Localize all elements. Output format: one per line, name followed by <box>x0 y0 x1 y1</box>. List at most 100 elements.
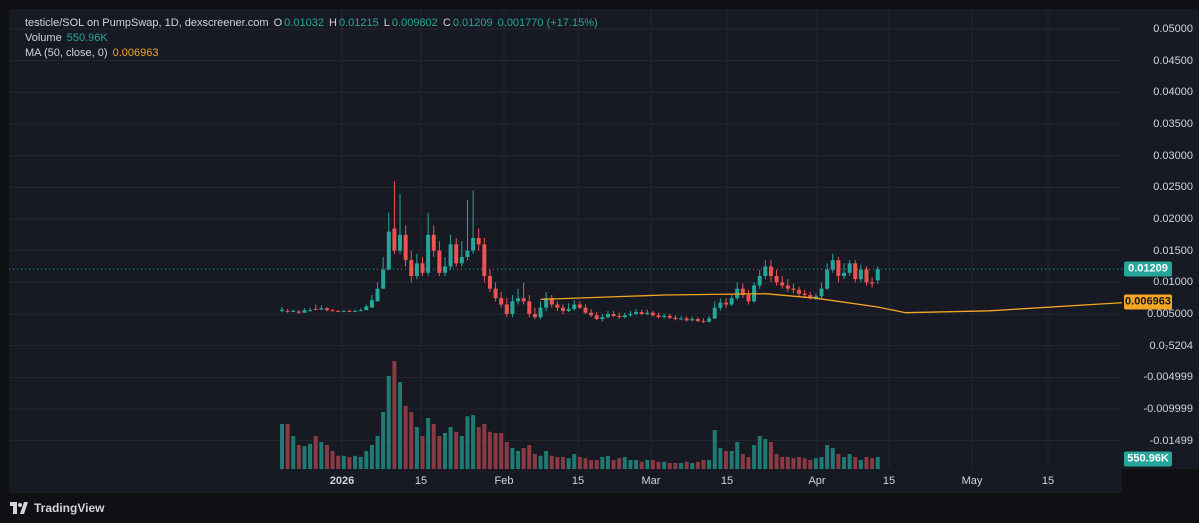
volume-bar <box>566 458 571 469</box>
candle <box>302 308 307 313</box>
volume-bar <box>819 457 824 469</box>
candle <box>667 314 672 320</box>
candle <box>448 234 453 270</box>
volume-bar <box>527 445 532 469</box>
x-tick-label: 15 <box>571 475 585 487</box>
y-tick-label: 0.005000 <box>1147 308 1193 320</box>
legend-change: 0.001770 (+17.15%) <box>497 17 598 29</box>
legend-low-label: L <box>383 17 390 29</box>
legend-high-label: H <box>329 17 337 29</box>
candle <box>291 309 296 313</box>
volume-bar <box>308 443 313 469</box>
candle <box>532 307 537 320</box>
volume-bar <box>847 454 852 469</box>
candle <box>527 295 532 318</box>
volume-bar <box>381 412 386 469</box>
candle <box>707 315 712 323</box>
volume-bar <box>813 458 818 469</box>
volume-bar <box>662 461 667 469</box>
volume-bar <box>718 448 723 469</box>
volume-bar <box>645 460 650 469</box>
candle <box>358 308 363 312</box>
candle <box>684 316 689 322</box>
y-tick-label: 0.03000 <box>1153 149 1193 162</box>
volume-bar <box>538 455 543 469</box>
candle <box>555 301 560 311</box>
volume-bar <box>549 455 554 469</box>
candle <box>409 250 414 283</box>
candle <box>386 212 391 270</box>
plot-area[interactable]: testicle/SOL on PumpSwap, 1D, dexscreene… <box>9 9 1122 469</box>
volume-bar <box>780 457 785 469</box>
x-tick-label: 15 <box>1041 475 1055 487</box>
candle <box>544 291 549 311</box>
volume-bar <box>459 436 464 469</box>
volume-bar <box>369 445 374 469</box>
candle <box>285 308 290 313</box>
volume-bar <box>746 457 751 469</box>
volume-bar <box>695 461 700 469</box>
legend-volume-value: 550.96K <box>66 32 108 44</box>
volume-bar <box>353 455 358 469</box>
candle <box>870 277 875 288</box>
candle <box>600 314 605 322</box>
volume-bar <box>403 406 408 469</box>
volume-bar <box>735 442 740 469</box>
candle <box>577 301 582 309</box>
volume-bar <box>589 460 594 469</box>
volume-bar <box>392 361 397 469</box>
candle <box>858 264 863 283</box>
candle <box>347 309 352 313</box>
candle <box>701 318 706 323</box>
volume-bar <box>802 458 807 469</box>
candle <box>561 304 565 314</box>
time-axis[interactable]: 2026 15 Feb 15 Mar 15 Apr 15 May 15 <box>9 469 1122 493</box>
candle <box>589 308 594 318</box>
candle <box>813 293 818 301</box>
tradingview-wordmark: TradingView <box>34 501 105 515</box>
legend-high: 0.01215 <box>338 17 379 29</box>
candle <box>471 190 476 254</box>
candle <box>836 257 841 283</box>
volume-bar <box>386 376 391 469</box>
candle <box>353 309 358 313</box>
candle <box>499 291 504 308</box>
volume-bar <box>825 445 830 469</box>
volume-bar <box>656 461 661 469</box>
volume-bar <box>639 461 644 469</box>
volume-bar <box>768 442 773 469</box>
candle <box>308 307 313 312</box>
y-tick-label: -0.009999 <box>1143 403 1193 415</box>
candle <box>650 310 655 317</box>
y-tick-label: 0.03500 <box>1153 118 1193 130</box>
volume-bar <box>454 431 459 469</box>
candle <box>735 282 740 301</box>
candle <box>746 289 751 305</box>
volume-bar <box>650 460 655 469</box>
volume-bar <box>532 454 537 469</box>
candle <box>364 304 369 311</box>
price-axis[interactable]: 0.05000 0.04500 0.04000 0.03500 0.03000 0.025… <box>1122 9 1199 469</box>
volume-bar <box>426 418 431 469</box>
volume-bar <box>375 436 380 469</box>
volume-bar <box>791 458 796 469</box>
candle <box>324 307 329 312</box>
volume-bar <box>336 455 341 469</box>
x-tick-label: 15 <box>882 475 896 487</box>
x-tick-label: 15 <box>414 475 428 487</box>
candle <box>842 263 846 280</box>
volume-bar <box>757 436 762 469</box>
candle <box>454 238 459 267</box>
candle <box>639 309 644 316</box>
candle <box>774 269 779 286</box>
y-tick-label: 0.04500 <box>1153 54 1193 67</box>
volume-bar <box>510 448 515 469</box>
legend-ma: MA (50, close, 0) 0.006963 <box>25 47 161 59</box>
candle <box>679 315 684 321</box>
y-tick-label: -0.01499 <box>1149 434 1193 447</box>
tradingview-logo[interactable]: TradingView <box>10 500 104 516</box>
y-tick-label: 0.05000 <box>1153 23 1193 35</box>
candle <box>583 304 588 314</box>
x-tick-label: Apr <box>808 475 826 487</box>
volume-bar <box>797 457 802 469</box>
